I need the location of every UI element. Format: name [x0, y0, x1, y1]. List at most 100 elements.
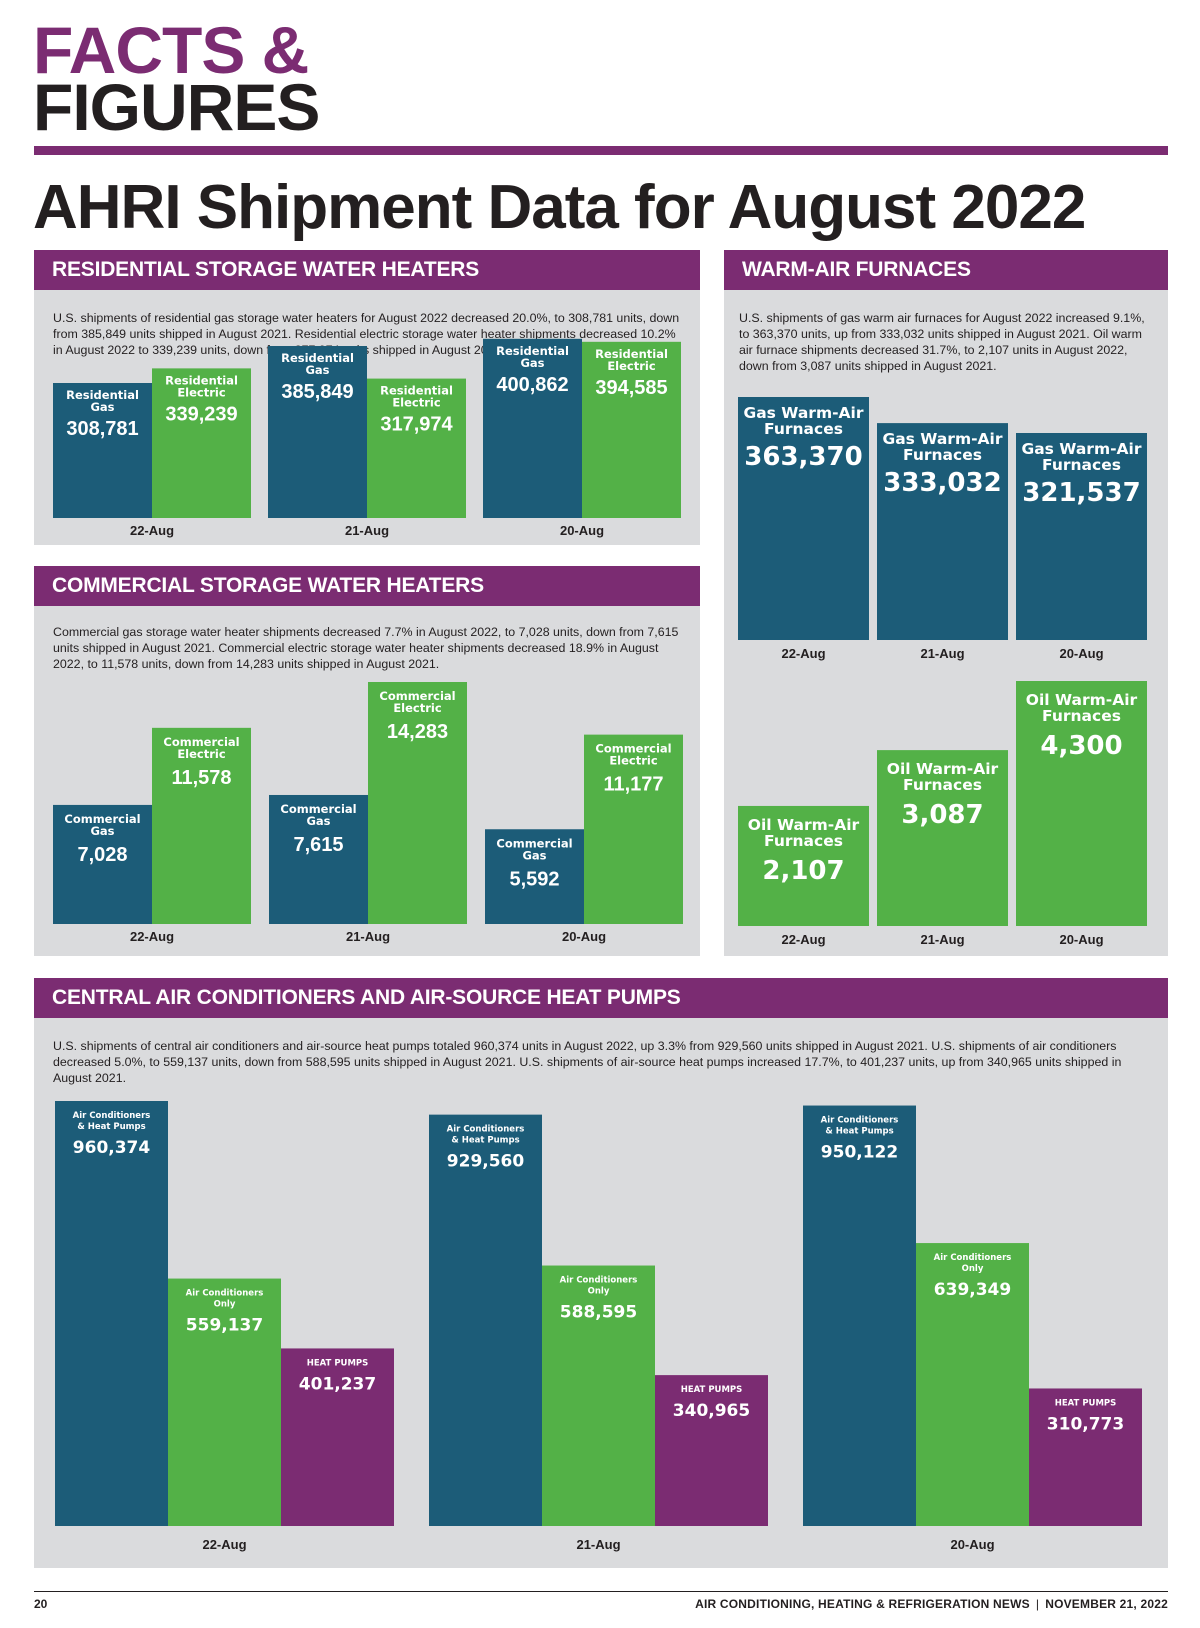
- bar-gas-warm-air-furnaces-20-aug: [1016, 433, 1147, 640]
- series-label-gas-warm-air-furnaces: Furnaces: [1042, 456, 1121, 474]
- bar-residential-electric-21-aug: [367, 378, 466, 518]
- data-label-commercial-electric-20-aug: 11,177: [603, 774, 663, 796]
- series-label-commercial-gas: Gas: [522, 848, 546, 862]
- series-label-commercial-gas: Commercial: [280, 802, 356, 816]
- series-label-air-conditioners-only: Only: [214, 1300, 236, 1310]
- series-label-gas-warm-air-furnaces: Furnaces: [903, 446, 982, 464]
- bar-heat-pumps-22-aug: [281, 1348, 394, 1526]
- data-label-gas-warm-air-furnaces-21-aug: 333,032: [883, 468, 1001, 498]
- panel-residential-water-heaters: RESIDENTIAL STORAGE WATER HEATERS U.S. s…: [34, 250, 700, 545]
- panel-heading: WARM-AIR FURNACES: [724, 250, 1168, 290]
- bar-air-conditioners-only-21-aug: [542, 1265, 655, 1526]
- page-title: AHRI Shipment Data for August 2022: [33, 173, 1086, 242]
- data-label-heat-pumps-22-aug: 401,237: [299, 1374, 376, 1394]
- bar-residential-gas-21-aug: [268, 346, 367, 518]
- series-label-air-conditioners-and-heat-pumps: Air Conditioners: [73, 1111, 151, 1121]
- category-label-20-aug: 20-Aug: [1059, 646, 1103, 661]
- bar-air-conditioners-only-20-aug: [916, 1243, 1029, 1526]
- bar-commercial-electric-21-aug: [368, 682, 467, 924]
- data-label-residential-gas-22-aug: 308,781: [66, 418, 138, 440]
- data-label-commercial-electric-22-aug: 11,578: [171, 767, 231, 789]
- series-label-air-conditioners-only: Only: [962, 1264, 984, 1274]
- series-label-oil-warm-air-furnaces: Oil Warm-Air: [748, 816, 860, 834]
- series-label-air-conditioners-and-heat-pumps: Air Conditioners: [447, 1125, 525, 1135]
- data-label-commercial-gas-21-aug: 7,615: [293, 834, 343, 856]
- series-label-residential-gas: Residential: [66, 388, 139, 402]
- bar-oil-warm-air-furnaces-21-aug: [877, 750, 1008, 926]
- category-label-20-aug: 20-Aug: [1059, 932, 1103, 947]
- series-label-commercial-gas: Gas: [306, 814, 330, 828]
- series-label-oil-warm-air-furnaces: Furnaces: [1042, 707, 1121, 725]
- series-label-oil-warm-air-furnaces: Oil Warm-Air: [887, 760, 999, 778]
- series-label-air-conditioners-only: Air Conditioners: [934, 1253, 1012, 1263]
- series-label-air-conditioners-and-heat-pumps: Air Conditioners: [821, 1116, 899, 1126]
- category-label-22-aug: 22-Aug: [781, 932, 825, 947]
- series-label-residential-electric: Residential: [595, 347, 668, 361]
- masthead-line-2: FIGURES: [33, 69, 320, 144]
- bar-commercial-gas-21-aug: [269, 794, 368, 924]
- category-label-22-aug: 22-Aug: [781, 646, 825, 661]
- data-label-commercial-electric-21-aug: 14,283: [387, 721, 448, 743]
- bar-commercial-electric-20-aug: [584, 734, 683, 924]
- series-label-gas-warm-air-furnaces: Gas Warm-Air: [1022, 440, 1142, 458]
- series-label-air-conditioners-and-heat-pumps: & Heat Pumps: [77, 1122, 145, 1132]
- category-label-21-aug: 21-Aug: [576, 1537, 620, 1552]
- series-label-residential-electric: Electric: [607, 359, 656, 373]
- series-label-commercial-gas: Commercial: [496, 836, 572, 850]
- panel-description: U.S. shipments of central air conditione…: [53, 1039, 1122, 1085]
- panel-description: U.S. shipments of gas warm air furnaces …: [739, 311, 1145, 373]
- data-label-heat-pumps-21-aug: 340,965: [673, 1401, 750, 1421]
- series-label-residential-gas: Residential: [281, 351, 354, 365]
- series-label-heat-pumps: HEAT PUMPS: [307, 1358, 369, 1368]
- data-label-commercial-gas-22-aug: 7,028: [77, 844, 127, 866]
- bar-heat-pumps-21-aug: [655, 1375, 768, 1526]
- masthead-line-1: FACTS &: [33, 13, 309, 87]
- data-label-oil-warm-air-furnaces-20-aug: 4,300: [1040, 731, 1122, 761]
- data-label-residential-gas-21-aug: 385,849: [281, 381, 353, 403]
- category-label-22-aug: 22-Aug: [130, 929, 174, 944]
- category-label-22-aug: 22-Aug: [130, 523, 174, 538]
- category-label-21-aug: 21-Aug: [920, 932, 964, 947]
- bar-oil-warm-air-furnaces-20-aug: [1016, 681, 1147, 926]
- category-label-20-aug: 20-Aug: [950, 1537, 994, 1552]
- series-label-commercial-gas: Gas: [90, 824, 114, 838]
- series-label-commercial-electric: Electric: [609, 754, 658, 768]
- bar-residential-electric-22-aug: [152, 368, 251, 518]
- panel-description: Commercial gas storage water heater ship…: [53, 625, 679, 671]
- series-label-commercial-electric: Electric: [177, 747, 226, 761]
- series-label-residential-gas: Residential: [496, 344, 569, 358]
- bar-residential-electric-20-aug: [582, 341, 681, 518]
- bar-residential-gas-22-aug: [53, 383, 152, 518]
- data-label-air-conditioners-and-heat-pumps-22-aug: 960,374: [73, 1138, 151, 1158]
- chart-residential-water-heaters: ResidentialGas308,781ResidentialElectric…: [53, 338, 681, 538]
- series-label-heat-pumps: HEAT PUMPS: [1055, 1398, 1117, 1408]
- bar-heat-pumps-20-aug: [1029, 1388, 1142, 1526]
- series-label-air-conditioners-only: Only: [588, 1287, 610, 1297]
- data-label-oil-warm-air-furnaces-21-aug: 3,087: [901, 800, 983, 830]
- series-label-air-conditioners-only: Air Conditioners: [560, 1276, 638, 1286]
- data-label-air-conditioners-only-21-aug: 588,595: [560, 1303, 637, 1323]
- series-label-commercial-electric: Commercial: [595, 742, 671, 756]
- bar-air-conditioners-and-heat-pumps-20-aug: [803, 1105, 916, 1526]
- panel-commercial-water-heaters: COMMERCIAL STORAGE WATER HEATERS Commerc…: [34, 566, 700, 956]
- series-label-commercial-electric: Electric: [393, 701, 442, 715]
- data-label-air-conditioners-only-20-aug: 639,349: [934, 1280, 1011, 1300]
- bar-air-conditioners-and-heat-pumps-21-aug: [429, 1114, 542, 1526]
- series-label-residential-electric: Residential: [380, 384, 453, 398]
- footer-rule: [34, 1591, 1168, 1592]
- masthead: FACTS & FIGURES: [33, 13, 320, 144]
- category-label-21-aug: 21-Aug: [920, 646, 964, 661]
- series-label-air-conditioners-and-heat-pumps: & Heat Pumps: [825, 1127, 893, 1137]
- masthead-rule: [34, 146, 1168, 155]
- series-label-gas-warm-air-furnaces: Gas Warm-Air: [883, 430, 1003, 448]
- publication-name: AIR CONDITIONING, HEATING & REFRIGERATIO…: [695, 1597, 1030, 1611]
- series-label-air-conditioners-and-heat-pumps: & Heat Pumps: [451, 1136, 519, 1146]
- data-label-residential-electric-21-aug: 317,974: [380, 414, 453, 436]
- page-number: 20: [34, 1597, 48, 1611]
- series-label-residential-gas: Gas: [90, 400, 114, 414]
- series-label-residential-gas: Gas: [305, 363, 329, 377]
- data-label-air-conditioners-only-22-aug: 559,137: [186, 1316, 263, 1336]
- bar-residential-gas-20-aug: [483, 338, 582, 518]
